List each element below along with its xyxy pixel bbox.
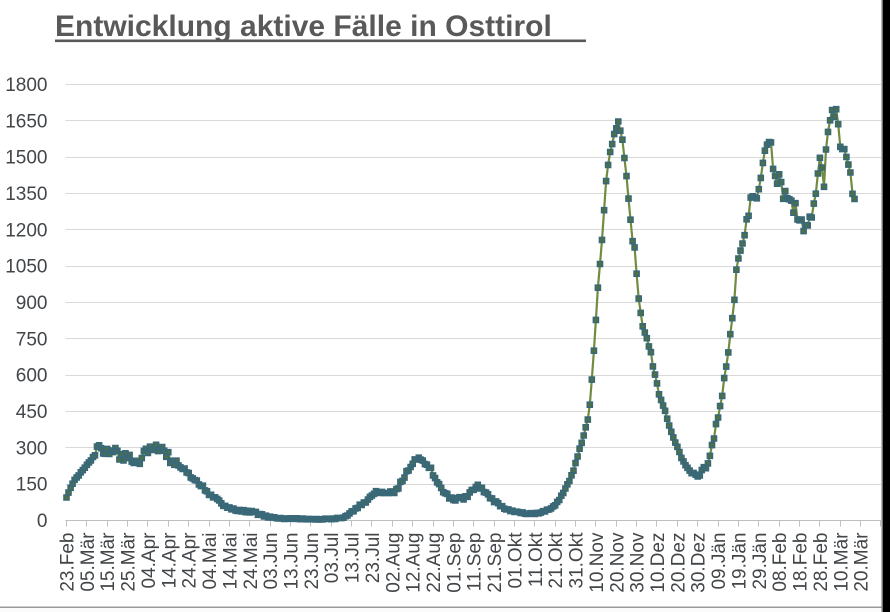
svg-text:21.Okt: 21.Okt: [546, 532, 567, 589]
svg-text:900: 900: [16, 293, 48, 314]
svg-text:24.Mai: 24.Mai: [241, 533, 262, 590]
svg-text:03.Jun: 03.Jun: [261, 533, 282, 590]
svg-text:20.Nov: 20.Nov: [607, 532, 628, 593]
svg-text:04.Apr: 04.Apr: [139, 532, 160, 589]
svg-text:750: 750: [16, 329, 48, 350]
svg-text:25.Mär: 25.Mär: [119, 532, 140, 592]
svg-text:30.Nov: 30.Nov: [628, 532, 649, 593]
svg-text:20.Mär: 20.Mär: [852, 532, 873, 592]
svg-text:14.Mai: 14.Mai: [220, 533, 241, 590]
svg-text:22.Aug: 22.Aug: [424, 533, 445, 593]
svg-text:23.Feb: 23.Feb: [58, 533, 79, 592]
svg-text:150: 150: [16, 475, 48, 496]
svg-text:Entwicklung aktive Fälle in Os: Entwicklung aktive Fälle in Osttirol: [55, 10, 552, 43]
svg-text:12.Aug: 12.Aug: [404, 533, 425, 593]
svg-text:19.Jän: 19.Jän: [729, 533, 750, 590]
svg-text:03.Jul: 03.Jul: [322, 533, 343, 584]
svg-text:10.Dez: 10.Dez: [648, 533, 669, 593]
svg-text:1800: 1800: [5, 75, 47, 96]
svg-text:1200: 1200: [5, 220, 47, 241]
svg-text:01.Okt: 01.Okt: [506, 532, 527, 589]
svg-text:31.Okt: 31.Okt: [567, 532, 588, 589]
svg-text:05.Mär: 05.Mär: [78, 532, 99, 592]
svg-text:11.Sep: 11.Sep: [465, 533, 486, 592]
svg-text:01.Sep: 01.Sep: [444, 533, 465, 593]
svg-text:20.Dez: 20.Dez: [668, 533, 689, 593]
svg-text:21.Sep: 21.Sep: [485, 533, 506, 593]
svg-text:23.Jun: 23.Jun: [302, 533, 323, 590]
svg-text:10.Nov: 10.Nov: [587, 532, 608, 593]
svg-text:1650: 1650: [5, 111, 47, 132]
svg-text:24.Apr: 24.Apr: [180, 532, 201, 589]
svg-text:1050: 1050: [5, 257, 47, 278]
svg-text:450: 450: [16, 402, 48, 423]
svg-text:18.Feb: 18.Feb: [791, 533, 812, 592]
svg-text:08.Feb: 08.Feb: [770, 533, 791, 592]
svg-text:23.Jul: 23.Jul: [363, 533, 384, 584]
svg-text:02.Aug: 02.Aug: [383, 533, 404, 593]
svg-text:600: 600: [16, 366, 48, 387]
svg-text:15.Mär: 15.Mär: [98, 532, 119, 592]
svg-text:30.Dez: 30.Dez: [689, 533, 710, 593]
svg-text:28.Feb: 28.Feb: [811, 533, 832, 592]
svg-text:300: 300: [16, 438, 48, 459]
svg-text:13.Jun: 13.Jun: [282, 533, 303, 590]
svg-text:29.Jän: 29.Jän: [750, 533, 771, 590]
svg-text:09.Jän: 09.Jän: [709, 533, 730, 590]
svg-text:0: 0: [37, 511, 48, 532]
svg-text:1350: 1350: [5, 184, 47, 205]
svg-text:04.Mai: 04.Mai: [200, 533, 221, 590]
svg-text:10.Mär: 10.Mär: [831, 532, 852, 592]
svg-text:1500: 1500: [5, 148, 47, 169]
svg-text:14.Apr: 14.Apr: [159, 532, 180, 589]
svg-text:11.Okt: 11.Okt: [526, 532, 547, 587]
svg-text:13.Jul: 13.Jul: [343, 533, 364, 584]
